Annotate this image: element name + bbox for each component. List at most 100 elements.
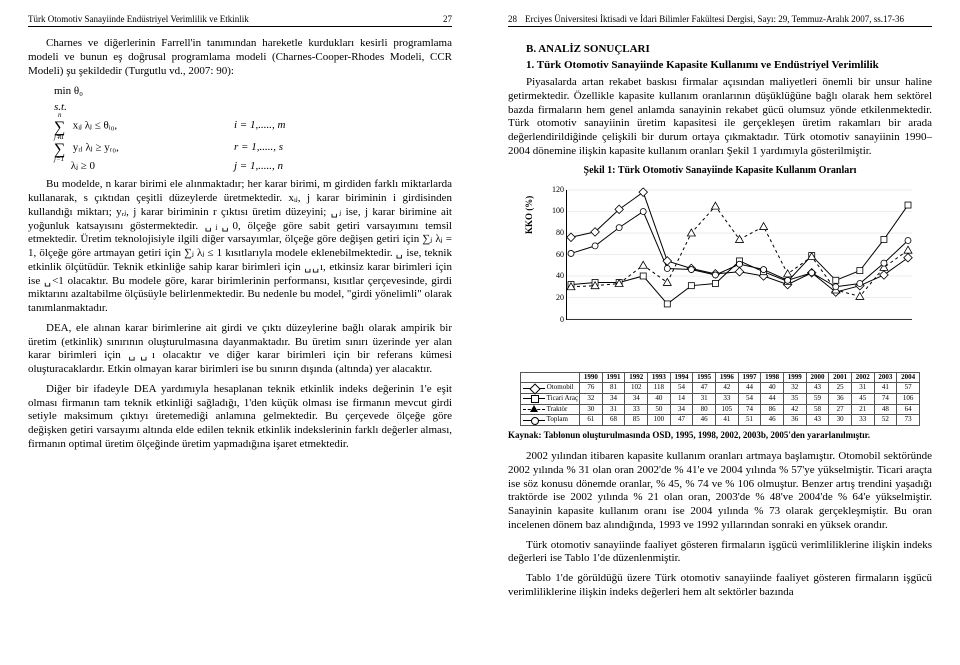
para: Türk otomotiv sanayiinde faaliyet göster… bbox=[508, 539, 932, 567]
cell: 25 bbox=[829, 383, 852, 394]
cell: 36 bbox=[783, 415, 806, 426]
series-label: Toplam bbox=[521, 415, 580, 426]
cell: 31 bbox=[693, 394, 716, 405]
para: Bu modelde, n karar birimi ele alınmakta… bbox=[28, 178, 452, 316]
cell: 41 bbox=[874, 383, 897, 394]
cell: 81 bbox=[602, 383, 625, 394]
cell: 33 bbox=[625, 404, 648, 415]
year-col: 1999 bbox=[783, 372, 806, 383]
cell: 50 bbox=[648, 404, 671, 415]
cell: 31 bbox=[851, 383, 874, 394]
para: Tablo 1'de görüldüğü üzere Türk otomotiv… bbox=[508, 572, 932, 600]
cell: 42 bbox=[783, 404, 806, 415]
cell: 46 bbox=[693, 415, 716, 426]
cell: 44 bbox=[761, 394, 784, 405]
content-left: Charnes ve diğerlerinin Farrell'in tanım… bbox=[28, 37, 452, 647]
page-number: 27 bbox=[443, 14, 452, 24]
y-tick-label: 120 bbox=[546, 185, 564, 194]
cell: 45 bbox=[851, 394, 874, 405]
cell: 59 bbox=[806, 394, 829, 405]
cell: 42 bbox=[716, 383, 739, 394]
cell: 34 bbox=[670, 404, 693, 415]
table-header-row: 1990199119921993199419951996199719981999… bbox=[521, 372, 920, 383]
cell: 68 bbox=[602, 415, 625, 426]
chart-source: Kaynak: Tablonun oluşturulmasında OSD, 1… bbox=[508, 430, 932, 440]
page-right: 28 Erciyes Üniversitesi İktisadi ve İdar… bbox=[480, 0, 960, 665]
section-heading: B. ANALİZ SONUÇLARI bbox=[526, 43, 932, 55]
y-tick-label: 40 bbox=[546, 271, 564, 280]
cell: 30 bbox=[829, 415, 852, 426]
cell: 106 bbox=[897, 394, 920, 405]
year-col: 1991 bbox=[602, 372, 625, 383]
year-col: 1997 bbox=[738, 372, 761, 383]
cell: 30 bbox=[580, 404, 603, 415]
y-tick-label: 80 bbox=[546, 228, 564, 237]
cell: 40 bbox=[761, 383, 784, 394]
f-r2: nj=1 yᵣⱼ λⱼ ≥ yᵣ₀, bbox=[54, 137, 204, 159]
cell: 74 bbox=[738, 404, 761, 415]
cell: 57 bbox=[897, 383, 920, 394]
cell: 32 bbox=[783, 383, 806, 394]
cell: 36 bbox=[829, 394, 852, 405]
cell: 74 bbox=[874, 394, 897, 405]
cell: 51 bbox=[738, 415, 761, 426]
formula-block: min θ₀ s.t. nj=1 xᵢⱼ λⱼ ≤ θᵢ₀, i = 1,...… bbox=[54, 84, 452, 174]
cell: 64 bbox=[897, 404, 920, 415]
cell: 40 bbox=[648, 394, 671, 405]
year-col: 1994 bbox=[670, 372, 693, 383]
f-r3: λⱼ ≥ 0 bbox=[54, 159, 204, 174]
year-col: 1992 bbox=[625, 372, 648, 383]
cell: 80 bbox=[693, 404, 716, 415]
page-left: Türk Otomotiv Sanayiinde Endüstriyel Ver… bbox=[0, 0, 480, 665]
series-marker-icon bbox=[523, 385, 545, 391]
series-label: Ticari Araç bbox=[521, 394, 580, 405]
cell: 21 bbox=[851, 404, 874, 415]
cell: 46 bbox=[761, 415, 784, 426]
cell: 44 bbox=[738, 383, 761, 394]
cell: 61 bbox=[580, 415, 603, 426]
year-col: 1996 bbox=[716, 372, 739, 383]
subsection-heading: 1. Türk Otomotiv Sanayiinde Kapasite Kul… bbox=[526, 59, 932, 72]
y-tick-label: 100 bbox=[546, 206, 564, 215]
cell: 47 bbox=[693, 383, 716, 394]
cell: 86 bbox=[761, 404, 784, 415]
chart-data-table: 1990199119921993199419951996199719981999… bbox=[520, 372, 920, 426]
series-label: Otomobil bbox=[521, 383, 580, 394]
cell: 100 bbox=[648, 415, 671, 426]
year-col: 2000 bbox=[806, 372, 829, 383]
cell: 27 bbox=[829, 404, 852, 415]
cell: 47 bbox=[670, 415, 693, 426]
f-r1: nj=1 xᵢⱼ λⱼ ≤ θᵢ₀, bbox=[54, 115, 204, 137]
year-col: 1990 bbox=[580, 372, 603, 383]
series-marker-icon bbox=[523, 406, 545, 412]
para: Charnes ve diğerlerinin Farrell'in tanım… bbox=[28, 37, 452, 78]
year-col: 2001 bbox=[829, 372, 852, 383]
cell: 73 bbox=[897, 415, 920, 426]
y-tick-label: 0 bbox=[546, 315, 564, 324]
cell: 54 bbox=[670, 383, 693, 394]
year-col: 1998 bbox=[761, 372, 784, 383]
cell: 35 bbox=[783, 394, 806, 405]
header-left: Türk Otomotiv Sanayiinde Endüstriyel Ver… bbox=[28, 14, 452, 27]
series-marker-icon bbox=[523, 417, 545, 423]
cell: 58 bbox=[806, 404, 829, 415]
cell: 34 bbox=[602, 394, 625, 405]
para: 2002 yılından itibaren kapasite kullanım… bbox=[508, 450, 932, 533]
y-tick-label: 60 bbox=[546, 250, 564, 259]
plot-svg bbox=[567, 190, 912, 319]
series-label: Traktör bbox=[521, 404, 580, 415]
year-col: 2002 bbox=[851, 372, 874, 383]
year-col: 1993 bbox=[648, 372, 671, 383]
page-number: 28 bbox=[508, 14, 517, 24]
cell: 85 bbox=[625, 415, 648, 426]
f-min: min θ₀ bbox=[54, 84, 83, 99]
cell: 41 bbox=[716, 415, 739, 426]
para: Diğer bir ifadeyle DEA yardımıyla hesapl… bbox=[28, 383, 452, 452]
para: DEA, ele alınan karar birimlerine ait gi… bbox=[28, 322, 452, 377]
year-col: 1995 bbox=[693, 372, 716, 383]
cell: 52 bbox=[874, 415, 897, 426]
cell: 43 bbox=[806, 383, 829, 394]
cell: 76 bbox=[580, 383, 603, 394]
year-col: 2003 bbox=[874, 372, 897, 383]
cell: 31 bbox=[602, 404, 625, 415]
